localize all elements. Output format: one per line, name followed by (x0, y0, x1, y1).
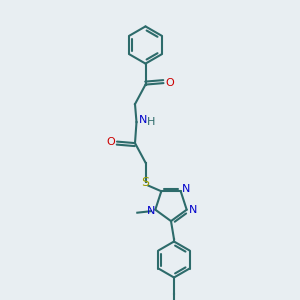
Text: H: H (147, 116, 155, 127)
Text: N: N (147, 206, 155, 216)
Text: N: N (139, 115, 147, 125)
Text: O: O (106, 136, 116, 147)
Text: N: N (188, 205, 197, 215)
Text: O: O (165, 78, 174, 88)
Text: N: N (182, 184, 190, 194)
Text: S: S (142, 176, 149, 189)
